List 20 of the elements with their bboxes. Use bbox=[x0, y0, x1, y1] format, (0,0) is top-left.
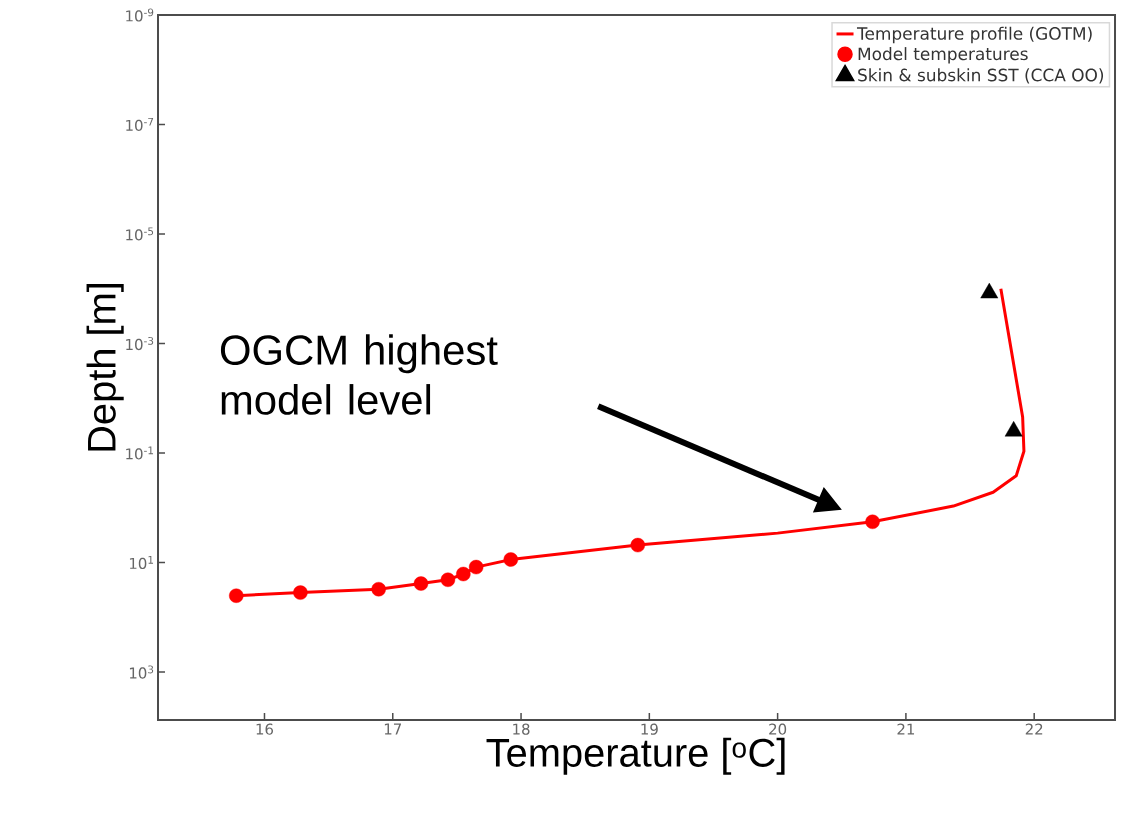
annotation: OGCM highest model level bbox=[220, 334, 498, 415]
x-tick-label: 19 bbox=[641, 723, 658, 735]
y-tick-label: 10$^{3}$ bbox=[129, 665, 154, 679]
y-axis-title: Depth [m] bbox=[86, 283, 124, 451]
legend-label: Skin & subskin SST (CCA OO) bbox=[858, 68, 1104, 84]
x-tick-label: 22 bbox=[1025, 723, 1043, 735]
x-tick-label: 20 bbox=[769, 723, 787, 735]
legend-label: Model temperatures bbox=[858, 47, 1028, 64]
x-tick-label: 18 bbox=[513, 723, 530, 735]
y-tick-label: 10$^{-1}$ bbox=[126, 446, 154, 460]
y-tick-label: 10$^{-7}$ bbox=[126, 117, 154, 132]
y-tick-label: 10$^{-3}$ bbox=[126, 336, 154, 351]
legend-label: Temperature profile (GOTM) bbox=[856, 26, 1092, 44]
x-axis-title: Temperature [$^{o}$C] bbox=[486, 737, 785, 775]
x-tick-label: 16 bbox=[256, 723, 274, 735]
x-tick-label: 21 bbox=[897, 723, 915, 735]
x-tick-label: 17 bbox=[384, 723, 401, 735]
y-tick-label: 10$^{-9}$ bbox=[126, 8, 154, 22]
y-tick-label: 10$^{1}$ bbox=[129, 556, 154, 570]
y-tick-label: 10$^{-5}$ bbox=[126, 227, 154, 241]
